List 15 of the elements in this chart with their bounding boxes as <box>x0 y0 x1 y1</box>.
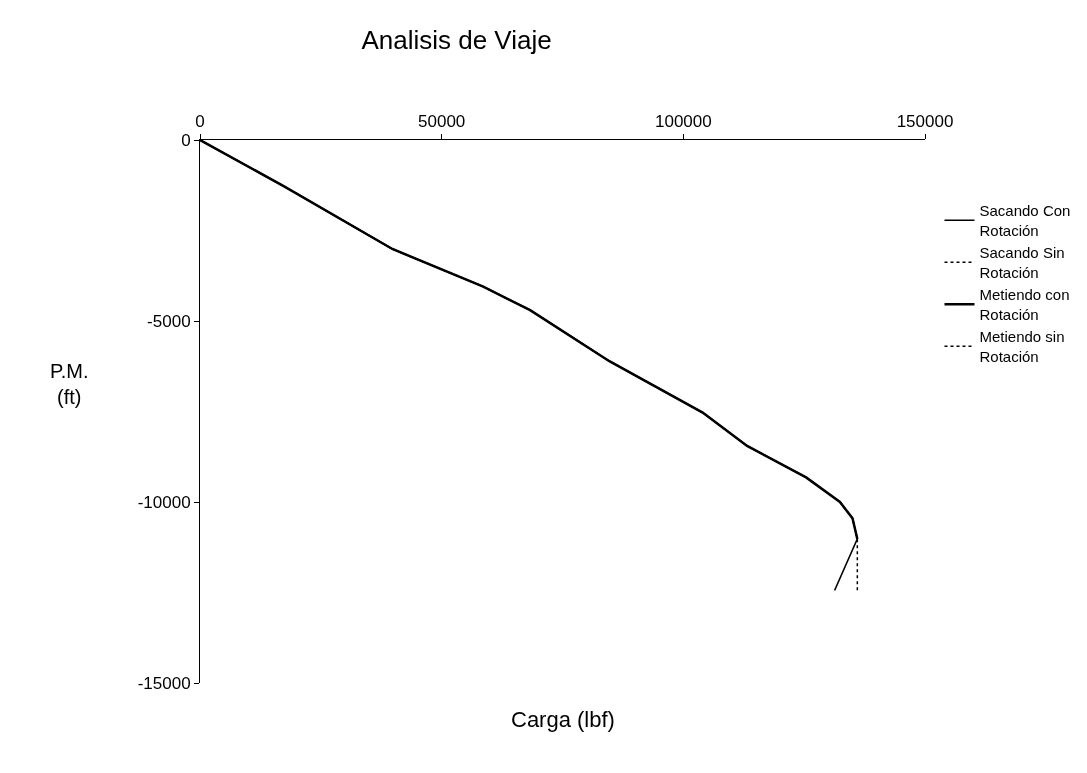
y-tick-label: -5000 <box>147 311 191 331</box>
x-tick-label: 50000 <box>418 112 466 132</box>
legend-label: Metiendo sin Rotación <box>979 328 1065 365</box>
y-tick-label: -15000 <box>137 673 191 693</box>
y-axis-title: P.M. (ft) <box>50 360 89 408</box>
legend-label: Sacando Sin Rotación <box>979 244 1065 281</box>
y-tick-label: -10000 <box>137 492 191 512</box>
legend-label: Metiendo con Rotación <box>979 286 1070 323</box>
y-tick-label: 0 <box>181 130 191 150</box>
x-tick-label: 100000 <box>654 112 712 132</box>
x-tick-label: 0 <box>195 112 205 132</box>
x-tick-label: 150000 <box>896 112 954 132</box>
x-axis-title: Carga (lbf) <box>511 707 615 732</box>
legend-label: Sacando Con Rotación <box>979 202 1071 239</box>
chart-title: Analisis de Viaje <box>361 25 552 56</box>
